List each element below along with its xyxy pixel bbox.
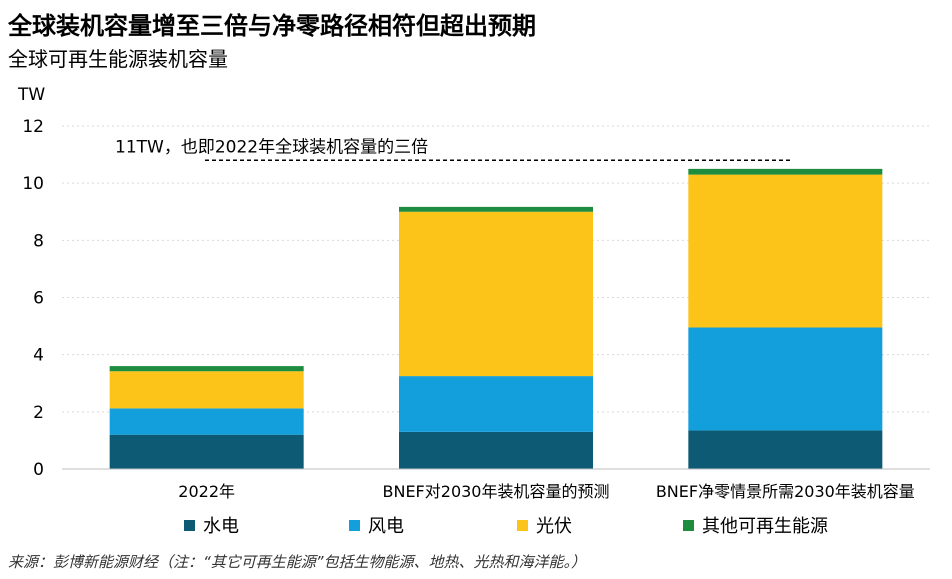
legend-item: 其他可再生能源 — [683, 512, 828, 538]
legend-label: 其他可再生能源 — [702, 516, 828, 537]
chart-subtitle: 全球可再生能源装机容量 — [8, 47, 228, 71]
y-tick-label: 4 — [33, 346, 44, 366]
y-tick-label: 0 — [33, 460, 44, 480]
legend-label: 水电 — [203, 516, 239, 537]
y-tick-label: 2 — [33, 403, 44, 423]
y-axis-ticks: 0 2 4 6 8 10 12 — [22, 117, 44, 480]
legend: 水电 风电 光伏 其他可再生能源 — [0, 512, 952, 538]
legend-swatch — [349, 519, 360, 531]
annotation-text: 11TW，也即2022年全球装机容量的三倍 — [115, 137, 428, 157]
bar-segment — [688, 430, 883, 469]
bar-segment — [109, 434, 304, 469]
bar-segment — [688, 168, 883, 175]
legend-label: 风电 — [368, 516, 404, 537]
source-note: 来源：彭博新能源财经（注：“其它可再生能源”包括生物能源、地热、光热和海洋能。） — [8, 553, 587, 571]
x-axis-labels: 2022年 BNEF对2030年装机容量的预测 BNEF净零情景所需2030年装机容… — [178, 482, 915, 501]
bar-segment — [109, 408, 304, 435]
bars — [109, 168, 883, 469]
legend-item: 光伏 — [517, 512, 572, 538]
x-tick-label: 2022年 — [178, 482, 235, 501]
bar-segment — [399, 376, 593, 432]
y-tick-label: 10 — [22, 174, 44, 194]
legend-swatch — [517, 519, 528, 531]
legend-label: 光伏 — [536, 516, 572, 537]
legend-swatch — [683, 519, 694, 531]
chart-title: 全球装机容量增至三倍与净零路径相符但超出预期 — [8, 12, 536, 40]
bar-segment — [688, 174, 883, 328]
x-tick-label: BNEF净零情景所需2030年装机容量 — [656, 482, 915, 501]
bar-segment — [109, 366, 304, 372]
legend-item: 风电 — [349, 512, 404, 538]
legend-item: 水电 — [184, 512, 239, 538]
x-tick-label: BNEF对2030年装机容量的预测 — [383, 482, 610, 501]
legend-swatch — [184, 519, 195, 531]
y-tick-label: 8 — [33, 231, 44, 251]
y-tick-label: 6 — [33, 289, 44, 309]
y-tick-label: 12 — [22, 117, 44, 137]
bar-segment — [399, 211, 593, 377]
bar-segment — [399, 431, 593, 469]
bar-segment — [688, 327, 883, 431]
bar-segment — [109, 371, 304, 409]
y-axis-unit: TW — [17, 85, 45, 105]
stacked-bar-chart: TW 0 2 4 6 8 10 12 2022年 BNEF对2030年装机容量的预测 BNEF净… — [17, 85, 930, 501]
bar-segment — [399, 206, 593, 212]
